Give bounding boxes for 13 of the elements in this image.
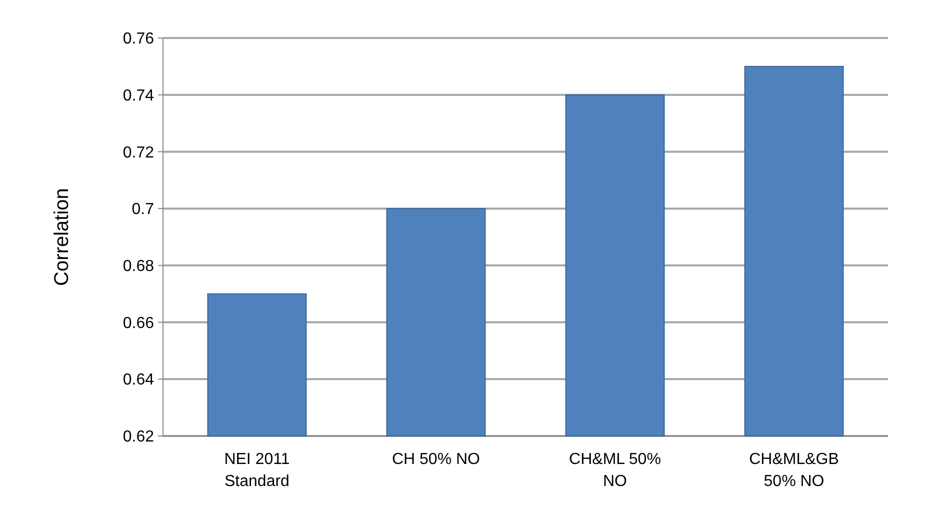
y-tick-label: 0.66 <box>122 314 154 332</box>
y-axis-title: Correlation <box>51 188 73 286</box>
y-tick-label: 0.62 <box>122 428 154 446</box>
y-tick-label: 0.7 <box>132 201 154 218</box>
x-tick-label: CH&ML&GB 50% NO <box>749 451 839 490</box>
y-tick-label: 0.76 <box>122 30 154 48</box>
y-tick-label: 0.68 <box>122 258 154 276</box>
y-tick-label: 0.64 <box>122 372 154 389</box>
x-tick-label: CH&ML 50% NO <box>569 451 661 490</box>
x-tick-label: NEI 2011 Standard <box>224 451 290 490</box>
y-tick-label: 0.74 <box>122 87 154 104</box>
y-tick-label: 0.72 <box>122 144 154 162</box>
x-tick-label: CH 50% NO <box>392 451 480 468</box>
